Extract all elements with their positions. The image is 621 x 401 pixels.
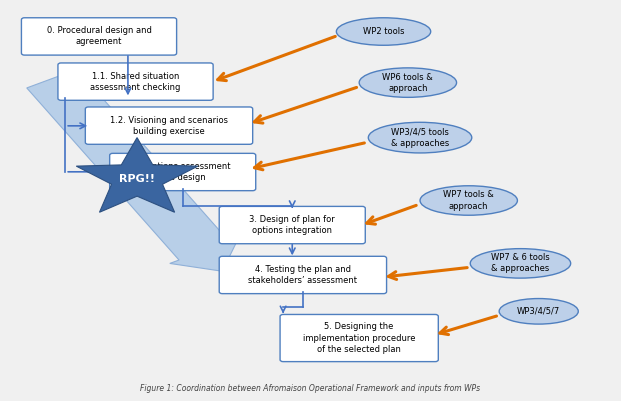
Text: 5. Designing the
implementation procedure
of the selected plan: 5. Designing the implementation procedur… [303,322,415,354]
Ellipse shape [359,68,456,97]
Text: Figure 1: Coordination between Afromaison Operational Framework and inputs from : Figure 1: Coordination between Afromaiso… [140,384,481,393]
Text: 2. Options assessment
and design: 2. Options assessment and design [135,162,230,182]
FancyBboxPatch shape [219,207,365,244]
Polygon shape [76,138,198,212]
Text: RPG!!: RPG!! [119,174,155,184]
Text: WP3/4/5/7: WP3/4/5/7 [517,307,560,316]
FancyBboxPatch shape [280,314,438,362]
Text: WP6 tools &
approach: WP6 tools & approach [383,73,433,93]
Text: 4. Testing the plan and
stakeholders’ assessment: 4. Testing the plan and stakeholders’ as… [248,265,358,285]
Text: WP7 tools &
approach: WP7 tools & approach [443,190,494,211]
Text: 1.2. Visioning and scenarios
building exercise: 1.2. Visioning and scenarios building ex… [110,115,228,136]
Ellipse shape [420,186,517,215]
Ellipse shape [470,249,571,278]
FancyBboxPatch shape [85,107,253,144]
Ellipse shape [337,18,431,45]
Text: WP2 tools: WP2 tools [363,27,404,36]
FancyBboxPatch shape [219,256,386,294]
Text: 0. Procedural design and
agreement: 0. Procedural design and agreement [47,26,152,47]
Text: WP7 & 6 tools
& approaches: WP7 & 6 tools & approaches [491,253,550,273]
FancyBboxPatch shape [110,153,256,191]
FancyBboxPatch shape [58,63,213,100]
Ellipse shape [499,299,578,324]
Ellipse shape [368,122,472,153]
Text: WP3/4/5 tools
& approaches: WP3/4/5 tools & approaches [391,128,449,148]
FancyArrow shape [27,69,238,271]
Text: 1.1. Shared situation
assessment checking: 1.1. Shared situation assessment checkin… [90,71,181,92]
FancyBboxPatch shape [21,18,176,55]
Text: 3. Design of plan for
options integration: 3. Design of plan for options integratio… [250,215,335,235]
